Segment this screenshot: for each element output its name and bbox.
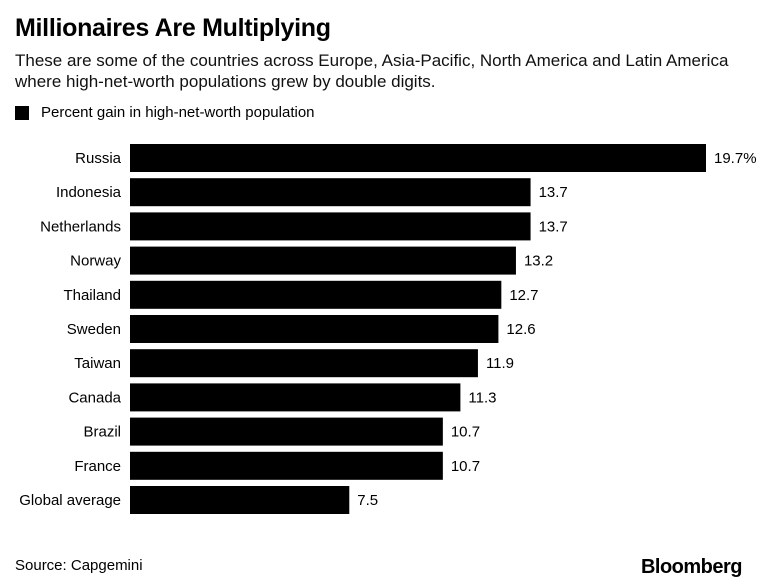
category-label: Sweden xyxy=(67,321,121,338)
data-label: 10.7 xyxy=(451,424,480,441)
bar-russia xyxy=(130,144,706,172)
category-label: Global average xyxy=(19,492,121,509)
data-label: 11.9 xyxy=(486,355,514,372)
chart-title: Millionaires Are Multiplying xyxy=(15,14,331,42)
legend-swatch xyxy=(15,105,29,120)
legend-label: Percent gain in high-net-worth populatio… xyxy=(41,104,315,121)
bar-taiwan xyxy=(130,349,478,378)
category-label: Brazil xyxy=(83,424,121,441)
bar-netherlands xyxy=(130,212,531,241)
data-label: 19.7% xyxy=(714,150,757,167)
bar-france xyxy=(130,451,443,480)
category-label: Thailand xyxy=(63,287,121,304)
source-note: Source: Capgemini xyxy=(15,557,143,574)
data-label: 13.7 xyxy=(539,184,568,201)
data-label: 12.6 xyxy=(506,321,535,338)
data-label: 10.7 xyxy=(451,458,480,475)
bloomberg-logo: Bloomberg xyxy=(640,556,743,578)
category-label: Russia xyxy=(75,150,122,167)
chart-subtitle: These are some of the countries across E… xyxy=(15,51,729,91)
bar-norway xyxy=(130,246,516,275)
bar-sweden xyxy=(130,315,499,343)
bar-brazil xyxy=(130,417,443,446)
bar-global-average xyxy=(130,486,350,514)
bar-canada xyxy=(130,383,461,412)
bar-thailand xyxy=(130,280,502,309)
data-label: 12.7 xyxy=(509,287,538,304)
data-label: 13.7 xyxy=(539,218,568,235)
bar-indonesia xyxy=(130,178,531,207)
category-label: Canada xyxy=(68,389,121,406)
category-label: France xyxy=(74,458,121,475)
category-label: Taiwan xyxy=(74,355,121,372)
legend: Percent gain in high-net-worth populatio… xyxy=(15,104,315,121)
data-label: 11.3 xyxy=(468,389,496,406)
data-label: 13.2 xyxy=(524,253,553,270)
category-label: Netherlands xyxy=(40,218,121,235)
category-label: Indonesia xyxy=(56,184,122,201)
data-label: 7.5 xyxy=(357,492,378,509)
category-label: Norway xyxy=(70,253,121,270)
